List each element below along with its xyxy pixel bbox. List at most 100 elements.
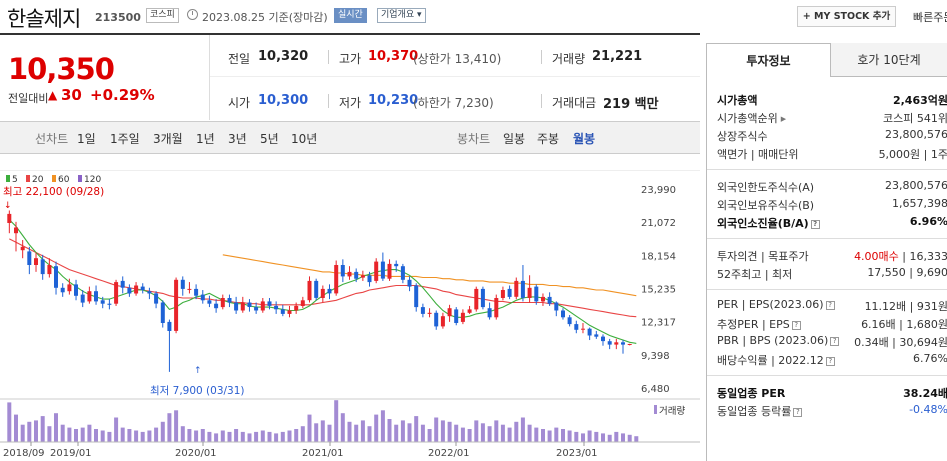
candle-body — [414, 285, 419, 308]
candle-body — [40, 259, 45, 275]
help-icon[interactable]: ? — [825, 357, 835, 366]
dividend-value: 6.76% — [913, 352, 947, 365]
tab-invest-info[interactable]: 투자정보 — [706, 43, 831, 77]
est-per-label: 추정PER | EPS — [717, 318, 790, 331]
min-price-label: 최저 7,900 (03/31) — [150, 385, 245, 397]
volume-bar — [621, 433, 625, 442]
candle-body — [200, 294, 205, 301]
volume-bar — [514, 421, 519, 442]
volume-bar — [100, 430, 105, 442]
realtime-button[interactable]: 실시간 — [334, 8, 367, 23]
volume-bar — [414, 416, 419, 442]
help-icon[interactable]: ? — [825, 301, 835, 310]
candle-body — [527, 287, 532, 298]
help-icon[interactable]: ? — [830, 337, 840, 346]
shares-row: 상장주식수 23,800,576 — [717, 127, 947, 145]
current-price: 10,350 — [8, 52, 115, 86]
market-cap-rank-label: 시가총액순위 — [717, 112, 778, 125]
volume-bar — [467, 429, 472, 442]
per-label: PER | EPS(2023.06) — [717, 298, 824, 311]
volume-label: 거래량 — [552, 52, 586, 66]
x-tick-label: 2023/01 — [556, 448, 598, 459]
volume-bar — [360, 420, 365, 442]
tab-1week[interactable]: 1주일 — [110, 132, 140, 146]
caret-right-icon[interactable]: ▶ — [780, 115, 787, 123]
candle-body — [574, 324, 579, 330]
opinion-row: 투자의견 | 목표주가 4.00매수 | 16,333 — [717, 250, 947, 263]
candle-body — [87, 291, 92, 302]
par-value-label: 액면가 | 매매단위 — [717, 148, 799, 161]
y-tick-label: 9,398 — [641, 351, 670, 362]
tab-3month[interactable]: 3개월 — [153, 132, 183, 146]
tab-10year[interactable]: 10년 — [291, 132, 318, 146]
tab-line-chart[interactable]: 선차트 — [35, 132, 69, 146]
volume-legend-label: 거래량 — [659, 405, 685, 417]
divider — [707, 289, 947, 290]
volume-bar — [267, 431, 272, 442]
volume-bar — [420, 424, 425, 442]
tab-quote-10[interactable]: 호가 10단계 — [831, 43, 947, 77]
volume-bar — [234, 429, 239, 442]
volume-bar — [7, 402, 12, 442]
low-value: 10,230 — [368, 93, 419, 108]
tab-weekly[interactable]: 주봉 — [537, 132, 560, 146]
candle-body — [94, 291, 98, 302]
tab-3year[interactable]: 3년 — [228, 132, 247, 146]
add-mystock-button[interactable]: + MY STOCK 추가 — [797, 6, 896, 27]
volume-bar — [534, 427, 539, 442]
volume-bar — [114, 417, 119, 442]
volume-bar — [314, 423, 319, 442]
volume-bar — [520, 417, 525, 442]
company-overview-dropdown[interactable]: 기업개요 ▾ — [377, 8, 426, 23]
price-chart[interactable]: 5 20 60 120 23,990 21,072 18,154 15,235 12,317 9,… — [0, 170, 700, 461]
candle-body — [254, 307, 259, 311]
y-tick-label: 15,235 — [641, 285, 676, 296]
quick-order-link[interactable]: 빠른주문 — [913, 11, 947, 24]
tab-candle-chart[interactable]: 봉차트 — [457, 132, 491, 146]
candle-body — [67, 284, 72, 292]
legend-swatch — [26, 175, 30, 182]
candle-body — [487, 308, 492, 318]
candle-body — [107, 303, 112, 305]
help-icon[interactable]: ? — [810, 220, 820, 229]
min-arrow-icon: ↑ — [194, 366, 202, 376]
candle-body — [394, 263, 399, 267]
y-tick-label: 12,317 — [641, 318, 676, 329]
candle-body — [27, 251, 32, 265]
candle-body — [280, 309, 285, 314]
candle-body — [340, 265, 345, 277]
candle-body — [247, 302, 252, 307]
volume-bar — [494, 420, 499, 442]
panel-body: 시가총액 2,463억원 시가총액순위 ▶ 코스피 541위 상장주식수 23,8… — [706, 77, 947, 461]
volume-bar — [394, 424, 399, 442]
market-cap-rank-row: 시가총액순위 ▶ 코스피 541위 — [717, 109, 947, 127]
tab-monthly[interactable]: 월봉 — [573, 132, 596, 146]
base-date: 2023.08.25 기준(장마감) — [202, 11, 328, 24]
candle-body — [160, 302, 165, 323]
legend-label: 120 — [84, 175, 101, 185]
divider — [707, 169, 947, 170]
candle-body — [300, 300, 305, 306]
tab-5year[interactable]: 5년 — [260, 132, 279, 146]
pbr-value: 0.34배 | 30,694원 — [854, 336, 947, 349]
volume-bar — [34, 420, 38, 442]
tab-1day[interactable]: 1일 — [77, 132, 96, 146]
help-icon[interactable]: ? — [793, 408, 803, 417]
volume-bar — [541, 429, 545, 442]
lower-limit: (하한가 7,230) — [413, 96, 494, 110]
candle-body — [447, 308, 452, 317]
tab-1year[interactable]: 1년 — [196, 132, 215, 146]
help-icon[interactable]: ? — [791, 321, 801, 330]
legend-label: 5 — [12, 175, 18, 185]
candle-body — [520, 280, 525, 298]
change-label: 전일대비 — [8, 92, 49, 105]
tab-daily[interactable]: 일봉 — [503, 132, 526, 146]
volume-bar — [460, 427, 465, 442]
opinion-label: 투자의견 | 목표주가 — [717, 250, 809, 263]
volume-bar — [587, 430, 592, 442]
volume-bar — [207, 431, 212, 442]
ma60-line — [222, 254, 637, 297]
candle-body — [567, 317, 572, 325]
volume-bar — [607, 434, 612, 442]
legend-swatch — [52, 175, 56, 182]
